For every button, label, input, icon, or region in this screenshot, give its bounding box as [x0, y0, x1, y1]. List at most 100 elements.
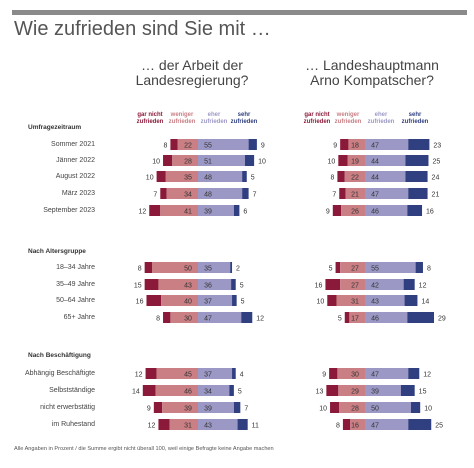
header-text: weniger	[336, 112, 360, 118]
value-label-left-wenig: 35	[184, 175, 192, 182]
bar-right-gar	[330, 402, 340, 413]
value-label-right-sehr: 12	[423, 372, 431, 379]
value-label-left-eher: 39	[204, 209, 212, 216]
value-label-right-wenig: 16	[351, 423, 359, 430]
bar-right-eher	[365, 279, 404, 290]
bar-right-eher	[365, 262, 416, 273]
value-label-left-wenig: 43	[184, 283, 192, 290]
value-label-left-gar: 8	[163, 143, 167, 150]
right-subtitle-line-1: … Landeshauptmann	[305, 57, 439, 73]
bar-left-sehr	[242, 188, 249, 199]
bar-left-wenig	[162, 402, 198, 413]
header-text: gar nicht	[137, 112, 163, 118]
value-label-right-eher: 47	[371, 372, 379, 379]
value-label-right-wenig: 18	[351, 143, 359, 150]
header-text: sehr	[408, 112, 422, 118]
bar-left-sehr	[230, 262, 233, 273]
bar-right-wenig	[339, 402, 365, 413]
row-label: 65+ Jahre	[63, 314, 95, 321]
right-header-sehr: sehr zufrieden	[398, 112, 432, 126]
bar-right-eher	[365, 385, 401, 396]
row-label: Selbstständige	[49, 387, 95, 394]
value-label-left-gar: 10	[146, 175, 154, 182]
value-label-right-sehr: 21	[432, 192, 440, 199]
value-label-right-sehr: 16	[426, 209, 434, 216]
bar-right-gar	[332, 205, 342, 216]
bar-right-wenig	[344, 171, 365, 182]
value-label-left-wenig: 22	[184, 143, 192, 150]
bar-left-sehr	[242, 171, 247, 182]
bar-right-wenig	[341, 205, 365, 216]
value-label-right-gar: 8	[336, 423, 340, 430]
right-header-wenig: weniger zufrieden	[331, 112, 365, 126]
value-label-right-sehr: 29	[438, 316, 446, 323]
left-header-wenig: weniger zufrieden	[165, 112, 199, 126]
bar-right-eher	[365, 402, 411, 413]
value-label-left-wenig: 28	[184, 159, 192, 166]
value-label-right-gar: 5	[329, 266, 333, 273]
value-label-right-eher: 47	[371, 192, 379, 199]
bar-right-wenig	[345, 188, 365, 199]
bar-left-gar	[144, 279, 159, 290]
value-label-left-gar: 12	[135, 372, 143, 379]
value-label-left-wenig: 30	[184, 316, 192, 323]
bar-right-wenig	[338, 385, 365, 396]
value-label-left-wenig: 34	[184, 192, 192, 199]
bar-left-eher	[198, 385, 230, 396]
value-label-left-wenig: 50	[184, 266, 192, 273]
bar-right-wenig	[340, 279, 365, 290]
bar-right-sehr	[400, 385, 415, 396]
header-text: zufrieden	[367, 119, 395, 125]
value-label-right-eher: 39	[371, 389, 379, 396]
bar-left-sehr	[231, 279, 236, 290]
bar-left-sehr	[229, 385, 234, 396]
bar-left-sehr	[232, 295, 237, 306]
bar-left-gar	[163, 155, 173, 166]
value-label-left-gar: 9	[147, 406, 151, 413]
title-rule	[12, 10, 467, 15]
value-label-left-sehr: 12	[256, 316, 264, 323]
value-label-right-wenig: 21	[351, 192, 359, 199]
value-label-right-wenig: 28	[351, 406, 359, 413]
value-label-right-gar: 9	[322, 372, 326, 379]
bar-left-gar	[146, 295, 162, 306]
value-label-right-gar: 10	[319, 406, 327, 413]
bar-right-eher	[365, 312, 408, 323]
bar-right-wenig	[336, 295, 365, 306]
page-title: Wie zufrieden sind Sie mit …	[14, 18, 271, 40]
bar-right-sehr	[408, 188, 428, 199]
value-label-right-eher: 42	[371, 283, 379, 290]
value-label-left-eher: 55	[204, 143, 212, 150]
bar-right-wenig	[347, 155, 365, 166]
bar-left-eher	[198, 368, 233, 379]
value-label-right-sehr: 12	[419, 283, 427, 290]
value-label-right-gar: 7	[332, 192, 336, 199]
bar-left-sehr	[232, 368, 236, 379]
value-label-left-wenig: 45	[184, 372, 192, 379]
bar-right-eher	[365, 205, 408, 216]
bar-right-sehr	[408, 419, 432, 430]
value-label-left-gar: 12	[138, 209, 146, 216]
header-text: weniger	[170, 112, 194, 118]
bar-left-eher	[198, 188, 243, 199]
header-text: zufrieden	[401, 119, 429, 125]
header-text: eher	[374, 112, 388, 118]
bar-right-gar	[338, 155, 348, 166]
value-label-left-sehr: 5	[251, 175, 255, 182]
bar-right-gar	[342, 419, 351, 430]
bar-left-sehr	[233, 402, 241, 413]
header-text: zufrieden	[136, 119, 164, 125]
bar-left-wenig	[172, 155, 198, 166]
row-label: Abhängig Beschäftigte	[24, 370, 95, 377]
value-label-right-sehr: 10	[424, 406, 432, 413]
bar-left-wenig	[166, 188, 198, 199]
value-label-left-gar: 15	[134, 283, 142, 290]
row-label: März 2023	[61, 190, 95, 197]
value-label-right-wenig: 26	[351, 209, 359, 216]
bar-left-gar	[149, 205, 161, 216]
bar-left-wenig	[177, 139, 198, 150]
value-label-left-sehr: 5	[240, 283, 244, 290]
bar-left-wenig	[156, 368, 198, 379]
value-label-right-eher: 46	[371, 316, 379, 323]
value-label-left-eher: 43	[204, 423, 212, 430]
